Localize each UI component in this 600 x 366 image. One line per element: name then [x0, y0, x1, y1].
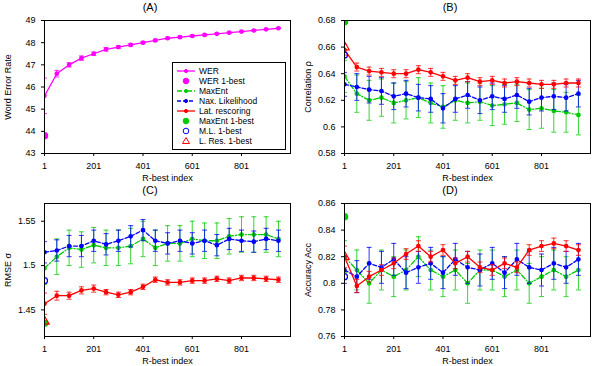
svg-text:801: 801: [234, 161, 249, 171]
html-text:(D): (D): [442, 184, 458, 196]
html-text:(B): (B): [442, 1, 458, 13]
html-text:(A): (A): [142, 1, 158, 13]
svg-text:Lat. rescoring: Lat. rescoring: [199, 106, 251, 116]
svg-text:Word Error Rate: Word Error Rate: [3, 54, 13, 119]
svg-text:0.6: 0.6: [323, 122, 336, 132]
svg-text:1: 1: [342, 161, 347, 171]
svg-text:R-best index: R-best index: [142, 173, 193, 183]
svg-text:401: 401: [135, 161, 150, 171]
svg-text:601: 601: [185, 344, 200, 354]
svg-text:R-best index: R-best index: [442, 173, 493, 183]
svg-text:801: 801: [534, 161, 549, 171]
svg-text:45: 45: [25, 104, 35, 114]
svg-text:201: 201: [86, 344, 101, 354]
svg-text:MaxEnt 1-best: MaxEnt 1-best: [199, 116, 254, 126]
svg-text:601: 601: [485, 161, 500, 171]
svg-text:801: 801: [234, 344, 249, 354]
svg-text:Nax. Likelihood: Nax. Likelihood: [199, 96, 257, 106]
svg-text:601: 601: [185, 161, 200, 171]
svg-text:49: 49: [25, 15, 35, 25]
svg-text:RMSE σ: RMSE σ: [3, 253, 13, 288]
svg-text:201: 201: [86, 161, 101, 171]
svg-text:0.58: 0.58: [318, 148, 336, 158]
svg-text:WER: WER: [199, 66, 219, 76]
svg-text:R-best index: R-best index: [142, 356, 193, 366]
svg-text:0.82: 0.82: [318, 252, 336, 262]
svg-text:Accuracy Acc: Accuracy Acc: [303, 242, 313, 297]
svg-text:1.55: 1.55: [18, 216, 36, 226]
svg-text:0.8: 0.8: [323, 278, 336, 288]
html-text:(C): (C): [142, 184, 158, 196]
svg-text:601: 601: [485, 344, 500, 354]
svg-text:1: 1: [42, 161, 47, 171]
svg-text:0.64: 0.64: [318, 69, 336, 79]
svg-text:1: 1: [42, 344, 47, 354]
svg-text:0.78: 0.78: [318, 305, 336, 315]
svg-text:0.62: 0.62: [318, 95, 336, 105]
svg-text:R-best index: R-best index: [442, 356, 493, 366]
svg-text:1.5: 1.5: [23, 260, 36, 270]
svg-text:201: 201: [386, 161, 401, 171]
svg-text:44: 44: [25, 126, 35, 136]
svg-text:Correlation ρ: Correlation ρ: [303, 61, 313, 113]
svg-text:M.L. 1-best: M.L. 1-best: [199, 126, 242, 136]
svg-text:1: 1: [342, 344, 347, 354]
svg-text:1.45: 1.45: [18, 305, 36, 315]
svg-text:401: 401: [435, 161, 450, 171]
svg-text:L. Res. 1-best: L. Res. 1-best: [199, 136, 253, 146]
svg-text:0.66: 0.66: [318, 42, 336, 52]
svg-text:0.86: 0.86: [318, 198, 336, 208]
svg-text:48: 48: [25, 38, 35, 48]
svg-text:46: 46: [25, 82, 35, 92]
svg-text:401: 401: [435, 344, 450, 354]
svg-text:401: 401: [135, 344, 150, 354]
svg-text:43: 43: [25, 148, 35, 158]
svg-text:WER 1-best: WER 1-best: [199, 76, 245, 86]
svg-text:0.76: 0.76: [318, 331, 336, 341]
svg-text:201: 201: [386, 344, 401, 354]
svg-text:0.68: 0.68: [318, 15, 336, 25]
svg-text:47: 47: [25, 60, 35, 70]
svg-text:801: 801: [534, 344, 549, 354]
svg-text:MaxEnt: MaxEnt: [199, 86, 228, 96]
svg-text:0.84: 0.84: [318, 225, 336, 235]
